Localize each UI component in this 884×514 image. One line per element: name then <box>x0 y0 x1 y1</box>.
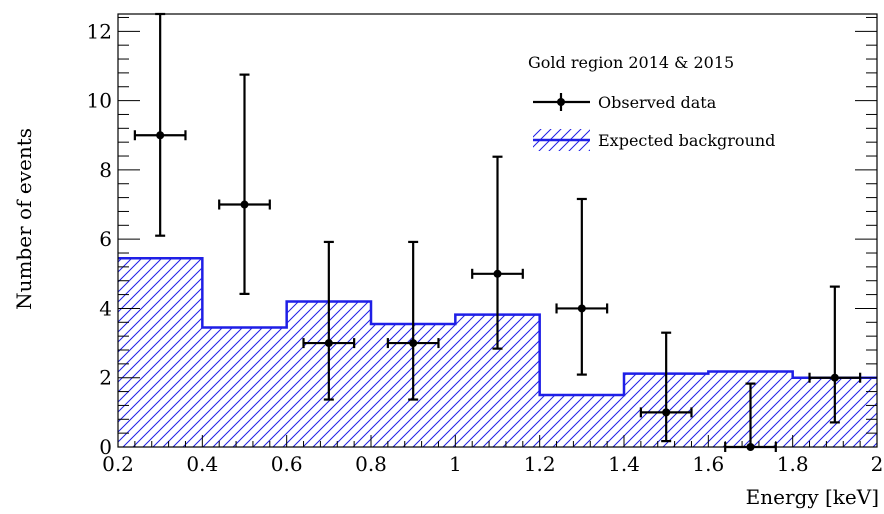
y-tick-label: 6 <box>99 227 112 251</box>
data-point <box>240 200 249 209</box>
data-point <box>493 269 502 278</box>
x-tick-label: 1.6 <box>692 452 724 476</box>
x-tick-label: 1 <box>449 452 462 476</box>
y-tick-label: 2 <box>99 366 112 390</box>
x-tick-label: 0.2 <box>102 452 134 476</box>
data-point-group <box>471 155 524 350</box>
legend: Gold region 2014 & 2015 Observed data Ex… <box>528 53 775 151</box>
background-hatch-area <box>118 258 877 447</box>
data-point <box>662 408 671 417</box>
legend-item-expected-background: Expected background <box>533 129 775 151</box>
plot-frame <box>117 13 878 448</box>
data-point-group <box>302 240 356 401</box>
x-tick-label: 0.8 <box>355 452 387 476</box>
legend-label-expected-background: Expected background <box>598 131 775 150</box>
legend-item-observed-data: Observed data <box>533 93 717 112</box>
x-tick-label: 0.4 <box>186 452 218 476</box>
x-tick-label: 1.2 <box>524 452 556 476</box>
data-point <box>324 339 333 348</box>
data-point-group <box>808 285 862 424</box>
data-point-group <box>133 12 187 237</box>
data-point-group <box>724 382 777 452</box>
data-point <box>830 373 839 382</box>
legend-marker-point <box>557 98 565 106</box>
x-axis-title: Energy [keV] <box>746 485 879 509</box>
legend-title: Gold region 2014 & 2015 <box>528 53 734 72</box>
observed-data-layer <box>133 12 862 452</box>
data-point-group <box>639 331 693 443</box>
data-point-group <box>555 197 609 376</box>
y-tick-label: 10 <box>87 89 112 113</box>
y-tick-label: 12 <box>87 19 112 43</box>
y-tick-label: 0 <box>99 435 112 459</box>
data-point <box>577 304 586 313</box>
data-point <box>746 443 755 451</box>
plot-frame-layer: 0.2 0.4 0.6 0.8 1 1.2 1.4 1.6 1.8 2 0 2 4 6 8 10 12 <box>87 13 884 476</box>
legend-label-observed-data: Observed data <box>598 93 717 112</box>
x-tick-label: 1.4 <box>608 452 640 476</box>
x-tick-label: 1.8 <box>777 452 809 476</box>
y-tick-label: 4 <box>99 296 112 320</box>
x-tick-label: 0.6 <box>271 452 303 476</box>
y-axis-title: Number of events <box>12 128 36 310</box>
data-point-group <box>218 73 271 295</box>
data-point-group <box>386 240 440 401</box>
x-tick-label: 2 <box>871 452 884 476</box>
y-tick-label: 8 <box>99 158 112 182</box>
data-point <box>409 339 418 348</box>
data-point <box>156 131 165 140</box>
